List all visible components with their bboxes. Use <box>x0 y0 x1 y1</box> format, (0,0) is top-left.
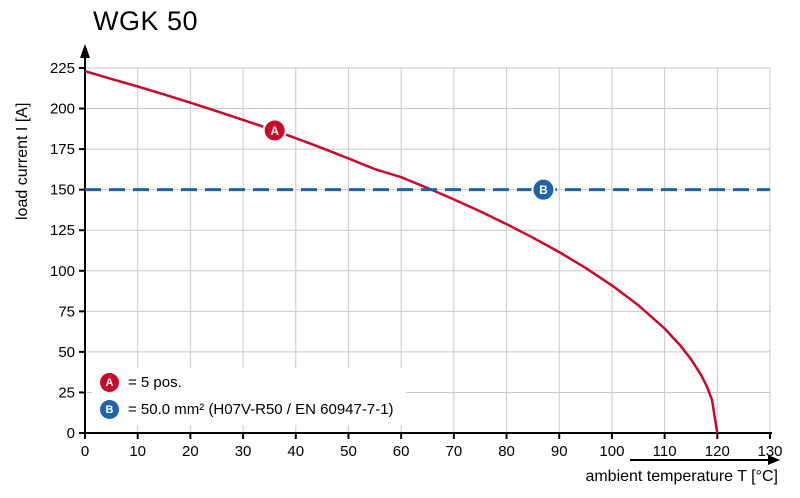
x-tick-label: 110 <box>653 443 677 460</box>
y-tick-label: 150 <box>50 182 75 199</box>
x-tick-label: 70 <box>446 443 463 460</box>
x-tick-label: 40 <box>287 443 304 460</box>
marker-b <box>531 177 556 202</box>
x-tick-label: 20 <box>182 443 199 460</box>
marker-a <box>262 118 287 143</box>
y-axis-arrow-icon <box>80 44 90 58</box>
x-tick-label: 120 <box>705 443 730 460</box>
legend: A = 5 pos. B = 50.0 mm² (H07V-R50 / EN 6… <box>92 368 406 425</box>
marker-letter-a: A <box>270 124 279 138</box>
y-tick-label: 50 <box>58 344 75 361</box>
y-tick-label: 100 <box>50 263 75 280</box>
x-axis-label: ambient temperature T [°C] <box>585 468 778 485</box>
legend-item-a: A = 5 pos. <box>100 373 394 392</box>
legend-text-a: = 5 pos. <box>128 374 182 391</box>
marker-letter-b: B <box>539 183 548 197</box>
y-tick-label: 175 <box>50 141 75 158</box>
chart-title: WGK 50 <box>93 6 199 36</box>
x-tick-label: 0 <box>81 443 89 460</box>
x-tick-label: 30 <box>235 443 252 460</box>
y-tick-label: 125 <box>50 222 75 239</box>
y-tick-label: 75 <box>58 303 75 320</box>
x-tick-label: 100 <box>599 443 624 460</box>
x-axis-arrow-icon <box>630 455 780 465</box>
legend-item-b: B = 50.0 mm² (H07V-R50 / EN 60947-7-1) <box>100 400 394 419</box>
legend-badge-b: B <box>100 400 119 419</box>
y-tick-label: 0 <box>67 425 75 442</box>
y-axis-label: load current I [A] <box>14 102 31 220</box>
x-tick-label: 90 <box>551 443 568 460</box>
x-tick-label: 80 <box>498 443 515 460</box>
y-tick-label: 25 <box>58 384 75 401</box>
x-tick-label: 130 <box>757 443 782 460</box>
x-tick-label: 10 <box>129 443 146 460</box>
y-tick-label: 200 <box>50 101 75 118</box>
y-tick-label: 225 <box>50 60 75 77</box>
curve-a <box>84 70 719 434</box>
legend-text-b: = 50.0 mm² (H07V-R50 / EN 60947-7-1) <box>128 401 394 418</box>
x-tick-label: 50 <box>340 443 357 460</box>
x-tick-label: 60 <box>393 443 410 460</box>
legend-badge-a: A <box>100 373 119 392</box>
